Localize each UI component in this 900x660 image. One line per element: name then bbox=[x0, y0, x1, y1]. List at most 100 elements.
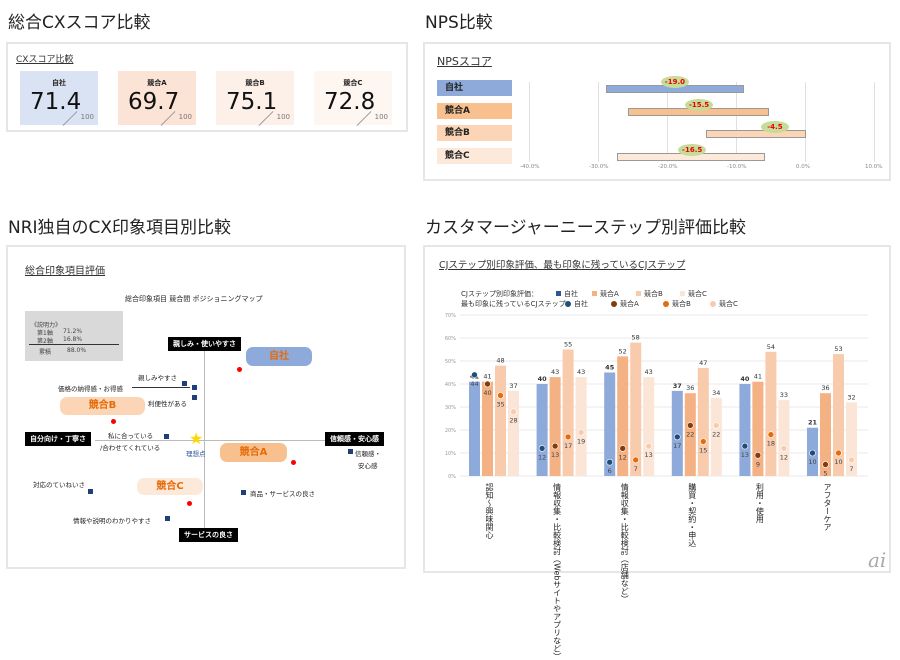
bar-value-label: 41 bbox=[754, 373, 762, 381]
bar bbox=[617, 356, 629, 476]
bar-value-label: 41 bbox=[483, 373, 491, 381]
bar-value-label: 33 bbox=[780, 391, 788, 399]
gridline bbox=[529, 82, 530, 162]
dot bbox=[606, 458, 614, 466]
legend-bar-label: 競合C bbox=[688, 290, 707, 298]
card-denominator: 100 bbox=[276, 113, 290, 121]
ideal-point-star-icon: ★ bbox=[189, 429, 204, 448]
nps-row-label: 競合A bbox=[437, 102, 512, 119]
dot bbox=[699, 438, 707, 445]
card-label: 競合C bbox=[343, 79, 363, 87]
dot-value-label: 17 bbox=[564, 442, 572, 450]
bar bbox=[536, 384, 548, 476]
total-value: 88.0% bbox=[67, 347, 87, 354]
nps-range-bar bbox=[706, 130, 807, 138]
map-vertical-axis bbox=[204, 345, 205, 533]
y-tick-label: 70% bbox=[445, 313, 456, 319]
ideal-point-label: 理想点 bbox=[186, 450, 206, 458]
cj-subtitle: CJステップ別印象評価、最も印象に残っているCJステップ bbox=[439, 260, 686, 271]
dot-value-label: 40 bbox=[483, 389, 491, 397]
bar bbox=[820, 393, 831, 476]
gridline bbox=[805, 82, 806, 162]
dot-value-label: 12 bbox=[619, 453, 627, 461]
bar bbox=[671, 390, 683, 476]
legend-bar-label: 競合B bbox=[644, 290, 663, 298]
item-marker bbox=[348, 449, 353, 454]
bar-value-label: 21 bbox=[808, 419, 818, 427]
gridline bbox=[667, 82, 668, 162]
dot bbox=[632, 456, 640, 464]
map-subtitle: 総合印象項目評価 bbox=[25, 266, 105, 277]
axis-left-label: 自分向け・丁寧さ bbox=[25, 432, 91, 446]
category-label: 認知～興味関心 bbox=[485, 483, 494, 539]
bar-value-label: 53 bbox=[834, 345, 842, 353]
dot-value-label: 6 bbox=[608, 467, 612, 475]
score-card: 自社 71.4 100 bbox=[20, 71, 98, 126]
bar bbox=[630, 342, 642, 476]
y-tick-label: 0% bbox=[448, 474, 456, 480]
bar bbox=[495, 365, 506, 476]
dot-value-label: 12 bbox=[538, 453, 546, 461]
item-label: 私に合っている bbox=[108, 432, 154, 440]
legend-dot-label: 競合C bbox=[719, 300, 738, 308]
dot-value-label: 35 bbox=[496, 401, 504, 409]
legend-bar-swatch bbox=[636, 291, 641, 296]
dot-value-label: 9 bbox=[756, 460, 760, 468]
dot bbox=[471, 371, 478, 379]
bar bbox=[643, 377, 655, 476]
company-c-pill: 競合C bbox=[137, 478, 203, 495]
self-point bbox=[237, 367, 242, 372]
nps-subtitle: NPSスコア bbox=[437, 55, 492, 68]
bar bbox=[562, 349, 574, 476]
dot-value-label: 15 bbox=[699, 447, 707, 455]
axis2-value: 16.8% bbox=[63, 336, 83, 343]
dot bbox=[538, 445, 546, 452]
bar-value-label: 52 bbox=[619, 347, 627, 355]
bar-value-label: 36 bbox=[821, 384, 829, 392]
dot bbox=[510, 408, 517, 415]
bar bbox=[508, 390, 519, 476]
legend-bar-swatch bbox=[556, 291, 561, 296]
map-horizontal-axis bbox=[95, 440, 335, 441]
nps-score-bubble: -4.5 bbox=[760, 121, 789, 133]
divider bbox=[29, 344, 119, 345]
dot bbox=[619, 445, 627, 452]
score-card: 競合C 72.8 100 bbox=[314, 71, 392, 126]
card-label: 自社 bbox=[52, 79, 66, 87]
bar bbox=[684, 393, 696, 476]
cx-panel: CXスコア比較 自社 71.4 100 競合A 69.7 100 競合B 75.1 100 競合C… bbox=[6, 42, 408, 132]
ai-logo: ai bbox=[868, 548, 887, 572]
item-label: 信頼感・ bbox=[355, 450, 381, 458]
item-label: 情報や説明のわかりやすさ bbox=[73, 517, 151, 525]
tick-label: -40.0% bbox=[520, 164, 540, 170]
explain-head: 《説明力》 bbox=[31, 322, 62, 329]
item-marker bbox=[192, 395, 197, 400]
company-self-pill: 自社 bbox=[246, 347, 312, 366]
bar bbox=[604, 372, 616, 476]
score-card: 競合B 75.1 100 bbox=[216, 71, 294, 126]
axis1-label: 第1軸 bbox=[37, 330, 53, 337]
map-chart-title: 総合印象項目 競合間 ポジショニングマップ bbox=[125, 295, 263, 303]
dot bbox=[645, 442, 653, 450]
tick-label: -20.0% bbox=[658, 164, 678, 170]
legend-dots-title: 最も印象に残っているCJステップ： bbox=[461, 300, 573, 308]
card-label: 競合A bbox=[147, 79, 167, 87]
legend-dot-label: 自社 bbox=[574, 300, 588, 308]
bar-value-label: 37 bbox=[509, 382, 517, 390]
item-label: 親しみやすさ bbox=[138, 374, 177, 382]
dot-value-label: 44 bbox=[470, 380, 478, 388]
item-label: 利便性がある bbox=[148, 400, 187, 408]
bar bbox=[575, 377, 587, 476]
nps-score-bubble: -19.0 bbox=[660, 76, 689, 88]
explain-box: 《説明力》 第1軸 71.2% 第2軸 16.8% 累積 88.0% bbox=[25, 311, 123, 361]
dot-value-label: 10 bbox=[834, 458, 842, 466]
card-denominator: 100 bbox=[178, 113, 192, 121]
gridline bbox=[874, 82, 875, 162]
tick-label: 10.0% bbox=[865, 164, 883, 170]
dot-value-label: 22 bbox=[686, 430, 694, 438]
bar bbox=[778, 400, 790, 476]
dot bbox=[551, 442, 559, 450]
dot-value-label: 17 bbox=[673, 442, 681, 450]
tick-label: 0.0% bbox=[796, 164, 810, 170]
cx-section-title: 総合CXスコア比較 bbox=[8, 13, 151, 33]
